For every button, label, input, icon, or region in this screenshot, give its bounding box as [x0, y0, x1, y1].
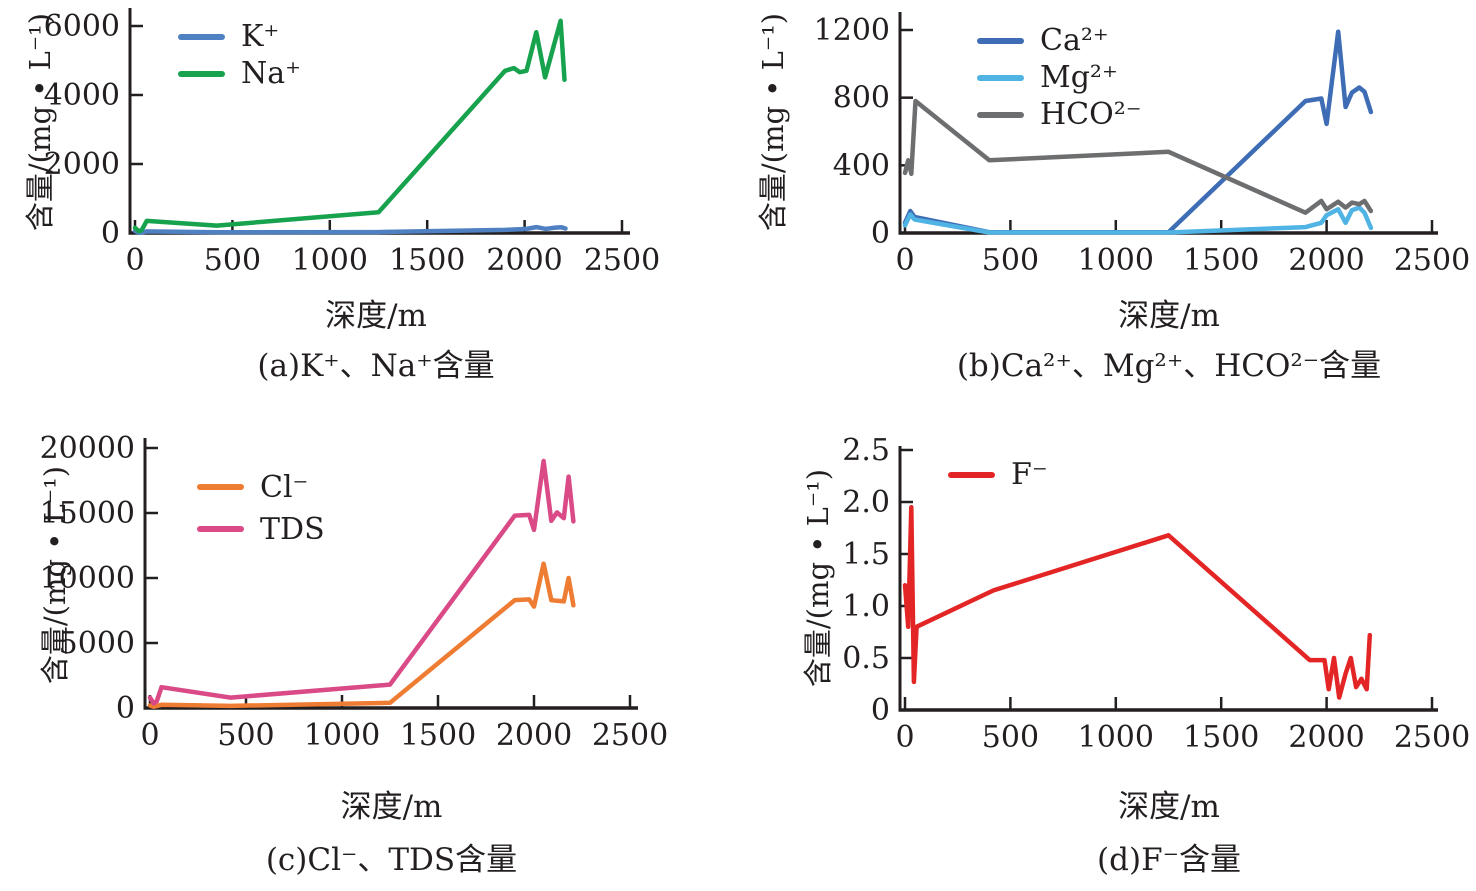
- x-tick-label: 1500: [389, 243, 465, 278]
- y-tick-label: 0: [101, 216, 120, 251]
- y-tick-label: 2.5: [842, 433, 890, 468]
- y-tick-label: 4000: [44, 78, 120, 113]
- legend-line-swatch: [178, 33, 225, 40]
- x-tick-label: 0: [895, 243, 914, 278]
- chart-d-legend: F⁻: [948, 456, 1048, 493]
- y-tick-label: 0: [871, 693, 890, 728]
- chart-a-y-axis-label: 含量/(mg • L⁻¹): [23, 12, 57, 232]
- legend-line-swatch: [197, 484, 244, 490]
- chart-c-plot: 0 500 1000 1500 2000 2500 0 5000 10000 15000 20000: [40, 431, 669, 753]
- x-tick-label: 1000: [304, 718, 380, 753]
- legend-item: HCO²⁻: [977, 96, 1142, 133]
- x-tick-label: 0: [895, 720, 914, 755]
- chart-d-caption: (d)F⁻含量: [1097, 842, 1241, 878]
- legend-item: TDS: [197, 508, 325, 550]
- chart-panel-d: 0 500 1000 1500 2000 2500 0 0.5 1.0 1.5 2.0 2.5 F⁻ …: [738, 400, 1476, 891]
- x-tick-label: 2500: [592, 718, 668, 753]
- x-tick-label: 2500: [1394, 720, 1470, 755]
- series-line-Mg²⁺: [902, 205, 1374, 235]
- x-tick-label: 1500: [1183, 720, 1259, 755]
- legend-label: Ca²⁺: [1040, 23, 1109, 58]
- legend-label: Mg²⁺: [1040, 60, 1118, 95]
- series-line-Na⁺: [132, 18, 567, 234]
- x-tick-label: 2500: [584, 243, 660, 278]
- legend-label: TDS: [260, 511, 325, 547]
- y-tick-label: 2000: [44, 147, 120, 182]
- chart-panel-c: 0 500 1000 1500 2000 2500 0 5000 10000 15000 20000…: [0, 400, 738, 891]
- chart-a-legend: K⁺ Na⁺: [178, 18, 301, 92]
- chart-d-plot: 0 500 1000 1500 2000 2500 0 0.5 1.0 1.5 2.0 2.5: [842, 433, 1470, 755]
- chart-c-legend: Cl⁻ TDS: [197, 466, 325, 550]
- series-line-F⁻: [902, 504, 1373, 700]
- chart-c-x-axis-label: 深度/m: [340, 789, 443, 825]
- series-line-K⁺: [132, 224, 568, 235]
- chart-a-plot: 0 500 1000 1500 2000 2500 0 2000 4000 6000: [44, 8, 660, 278]
- x-tick-label: 0: [140, 718, 159, 753]
- y-tick-label: 1200: [814, 13, 890, 48]
- legend-line-swatch: [977, 74, 1024, 81]
- y-tick-label: 1.5: [842, 537, 890, 572]
- legend-label: Cl⁻: [260, 469, 309, 505]
- x-tick-label: 2500: [1394, 243, 1470, 278]
- chart-d-x-axis-label: 深度/m: [1118, 789, 1220, 825]
- chart-b-legend: Ca²⁺ Mg²⁺ HCO²⁻: [977, 22, 1142, 133]
- y-tick-label: 0: [116, 691, 135, 726]
- chart-panel-b: 0 500 1000 1500 2000 2500 0 400 800 1200 Ca²⁺ Mg²⁺…: [738, 0, 1476, 400]
- legend-label: F⁻: [1011, 457, 1048, 492]
- chart-d-y-axis-label: 含量/(mg • L⁻¹): [801, 468, 835, 688]
- chart-a-x-axis-label: 深度/m: [325, 298, 427, 334]
- x-tick-label: 0: [125, 243, 144, 278]
- x-tick-label: 2000: [496, 718, 572, 753]
- x-tick-label: 1500: [1183, 243, 1259, 278]
- legend-item: K⁺: [178, 18, 301, 55]
- legend-item: Na⁺: [178, 55, 301, 92]
- chart-a-caption: (a)K⁺、Na⁺含量: [257, 348, 495, 384]
- legend-item: F⁻: [948, 456, 1048, 493]
- legend-item: Mg²⁺: [977, 59, 1142, 96]
- legend-label: Na⁺: [241, 56, 301, 91]
- chart-b-plot: 0 500 1000 1500 2000 2500 0 400 800 1200: [814, 12, 1470, 278]
- y-tick-label: 6000: [44, 9, 120, 44]
- legend-item: Ca²⁺: [977, 22, 1142, 59]
- y-tick-label: 10000: [40, 561, 135, 596]
- legend-label: K⁺: [241, 19, 280, 54]
- y-tick-label: 1.0: [842, 589, 890, 624]
- chart-c-y-axis-label: 含量/(mg • L⁻¹): [38, 465, 72, 685]
- chart-c-caption: (c)Cl⁻、TDS含量: [265, 842, 518, 878]
- legend-line-swatch: [178, 70, 225, 77]
- x-tick-label: 500: [982, 243, 1039, 278]
- y-tick-label: 20000: [40, 431, 135, 466]
- series-line-Cl⁻: [147, 561, 576, 709]
- legend-line-swatch: [948, 471, 995, 478]
- x-tick-label: 500: [204, 243, 261, 278]
- legend-label: HCO²⁻: [1040, 97, 1142, 132]
- x-tick-label: 1000: [292, 243, 368, 278]
- y-tick-label: 0.5: [842, 641, 890, 676]
- legend-item: Cl⁻: [197, 466, 325, 508]
- x-tick-label: 2000: [1288, 720, 1364, 755]
- x-tick-label: 1000: [1078, 243, 1154, 278]
- x-tick-label: 500: [217, 718, 274, 753]
- y-tick-label: 400: [833, 148, 890, 183]
- y-tick-label: 2.0: [842, 485, 890, 520]
- y-tick-label: 800: [833, 81, 890, 116]
- chart-panel-a: 0 500 1000 1500 2000 2500 0 2000 4000 6000 K⁺ Na⁺ …: [0, 0, 738, 400]
- x-tick-label: 500: [982, 720, 1039, 755]
- series-line-TDS: [147, 458, 576, 706]
- y-tick-label: 15000: [40, 496, 135, 531]
- legend-line-swatch: [977, 111, 1024, 118]
- x-tick-label: 1500: [400, 718, 476, 753]
- x-tick-label: 2000: [1288, 243, 1364, 278]
- y-tick-label: 0: [871, 216, 890, 251]
- chart-b-y-axis-label: 含量/(mg • L⁻¹): [756, 12, 790, 232]
- legend-line-swatch: [977, 37, 1024, 44]
- y-tick-label: 5000: [59, 626, 135, 661]
- chart-b-x-axis-label: 深度/m: [1118, 298, 1220, 334]
- legend-line-swatch: [197, 526, 244, 532]
- chart-b-caption: (b)Ca²⁺、Mg²⁺、HCO²⁻含量: [956, 348, 1382, 384]
- series-line-HCO²⁻: [902, 98, 1374, 215]
- x-tick-label: 1000: [1078, 720, 1154, 755]
- x-tick-label: 2000: [486, 243, 562, 278]
